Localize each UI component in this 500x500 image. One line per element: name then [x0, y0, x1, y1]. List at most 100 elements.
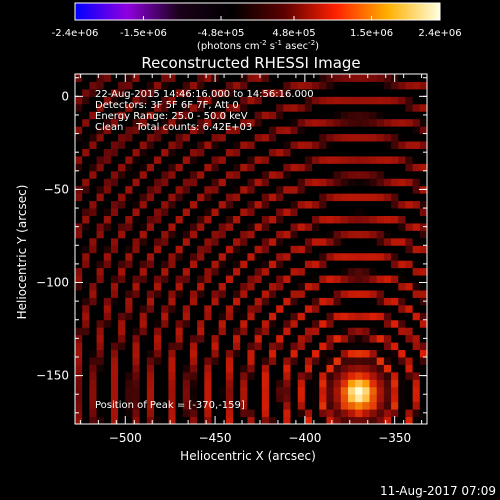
heatmap-cell: [326, 96, 335, 105]
heatmap-cell: [154, 208, 162, 216]
heatmap-cell: [376, 163, 385, 172]
heatmap-cell: [125, 178, 133, 187]
heatmap-cell: [233, 416, 241, 424]
heatmap-cell: [340, 155, 349, 164]
heatmap-cell: [146, 267, 155, 276]
heatmap-cell: [276, 103, 284, 112]
heatmap-cell: [204, 96, 212, 105]
heatmap-cell: [312, 364, 320, 373]
heatmap-cell: [75, 282, 83, 291]
heatmap-cell: [297, 193, 306, 202]
heatmap-cell: [405, 133, 414, 142]
heatmap-cell: [189, 364, 198, 373]
heatmap-cell: [304, 282, 313, 291]
heatmap-cell: [304, 133, 313, 142]
heatmap-cell: [89, 148, 98, 157]
heatmap-cell: [362, 111, 371, 120]
colorbar-ticks: -2.4e+06 -1.5e+06 -4.8e+05 4.8e+05 1.5e+06 2.…: [52, 16, 462, 39]
heatmap-cell: [225, 327, 234, 336]
heatmap-cell: [419, 155, 427, 164]
heatmap-cell: [75, 230, 83, 239]
heatmap-cell: [247, 416, 256, 424]
heatmap-cell: [189, 81, 198, 90]
heatmap-cell: [254, 334, 263, 343]
heatmap-cell: [355, 133, 363, 142]
heatmap-cell: [319, 409, 327, 418]
heatmap-cell: [139, 334, 148, 343]
heatmap-cell: [276, 282, 284, 291]
heatmap-cell: [412, 155, 421, 164]
heatmap-cell: [419, 252, 427, 261]
heatmap-cell: [125, 356, 133, 365]
heatmap-cell: [412, 282, 421, 291]
heatmap-cell: [168, 103, 177, 112]
heatmap-cell: [233, 334, 241, 343]
heatmap-cell: [139, 163, 148, 172]
heatmap-cell: [268, 409, 277, 418]
heatmap-cell: [182, 133, 191, 142]
heatmap-cell: [283, 304, 292, 313]
heatmap-cell: [376, 349, 385, 358]
heatmap-cell: [240, 200, 248, 209]
heatmap-cell: [110, 133, 119, 142]
heatmap-cell: [419, 81, 427, 90]
heatmap-cell: [204, 401, 212, 410]
heatmap-cell: [347, 81, 356, 90]
heatmap-cell: [398, 312, 406, 321]
heatmap-cell: [211, 118, 220, 127]
heatmap-cell: [290, 282, 299, 291]
heatmap-cell: [225, 178, 234, 187]
heatmap-cell: [304, 200, 313, 209]
heatmap-cell: [268, 178, 277, 187]
heatmap-cell: [412, 401, 421, 410]
heatmap-cell: [412, 312, 421, 321]
heatmap-cell: [96, 342, 105, 351]
heatmap-cell: [125, 230, 133, 239]
heatmap-cell: [391, 394, 399, 403]
heatmap-cell: [347, 356, 356, 365]
heatmap-cell: [125, 133, 133, 142]
heatmap-cell: [412, 74, 421, 82]
heatmap-cell: [398, 133, 406, 142]
heatmap-cell: [103, 81, 112, 90]
heatmap-cell: [283, 74, 292, 82]
heatmap-cell: [383, 237, 392, 246]
heatmap-cell: [146, 81, 155, 90]
heatmap-cell: [261, 364, 270, 373]
heatmap-cell: [398, 118, 406, 127]
heatmap-cell: [398, 349, 406, 358]
heatmap-cell: [319, 394, 327, 403]
heatmap-cell: [254, 88, 263, 97]
heatmap-cell: [383, 356, 392, 365]
heatmap-cell: [240, 319, 248, 328]
heatmap-cell: [218, 208, 227, 216]
heatmap-cell: [247, 118, 256, 127]
heatmap-cell: [175, 208, 184, 216]
heatmap-cell: [197, 237, 205, 246]
heatmap-cell: [89, 386, 98, 395]
heatmap-cell: [412, 245, 421, 254]
heatmap-cell: [383, 163, 392, 172]
info-line-2: Detectors: 3F 5F 6F 7F, Att 0: [95, 100, 239, 111]
heatmap-cell: [355, 237, 363, 246]
heatmap-cell: [118, 245, 126, 254]
heatmap-cell: [96, 126, 105, 135]
heatmap-cell: [283, 155, 292, 164]
heatmap-cell: [118, 170, 126, 179]
heatmap-cell: [139, 252, 148, 261]
heatmap-cell: [189, 118, 198, 127]
heatmap-cell: [391, 297, 399, 306]
heatmap-cell: [362, 319, 371, 328]
heatmap-cell: [347, 208, 356, 216]
heatmap-cell: [118, 155, 126, 164]
heatmap-cell: [182, 409, 191, 418]
heatmap-cell: [369, 349, 378, 358]
heatmap-cell: [233, 163, 241, 172]
heatmap-cell: [189, 267, 198, 276]
heatmap-cell: [154, 260, 162, 269]
heatmap-cell: [319, 155, 327, 164]
heatmap-cell: [261, 155, 270, 164]
heatmap-cell: [218, 193, 227, 202]
heatmap-cell: [233, 342, 241, 351]
heatmap-cell: [276, 267, 284, 276]
